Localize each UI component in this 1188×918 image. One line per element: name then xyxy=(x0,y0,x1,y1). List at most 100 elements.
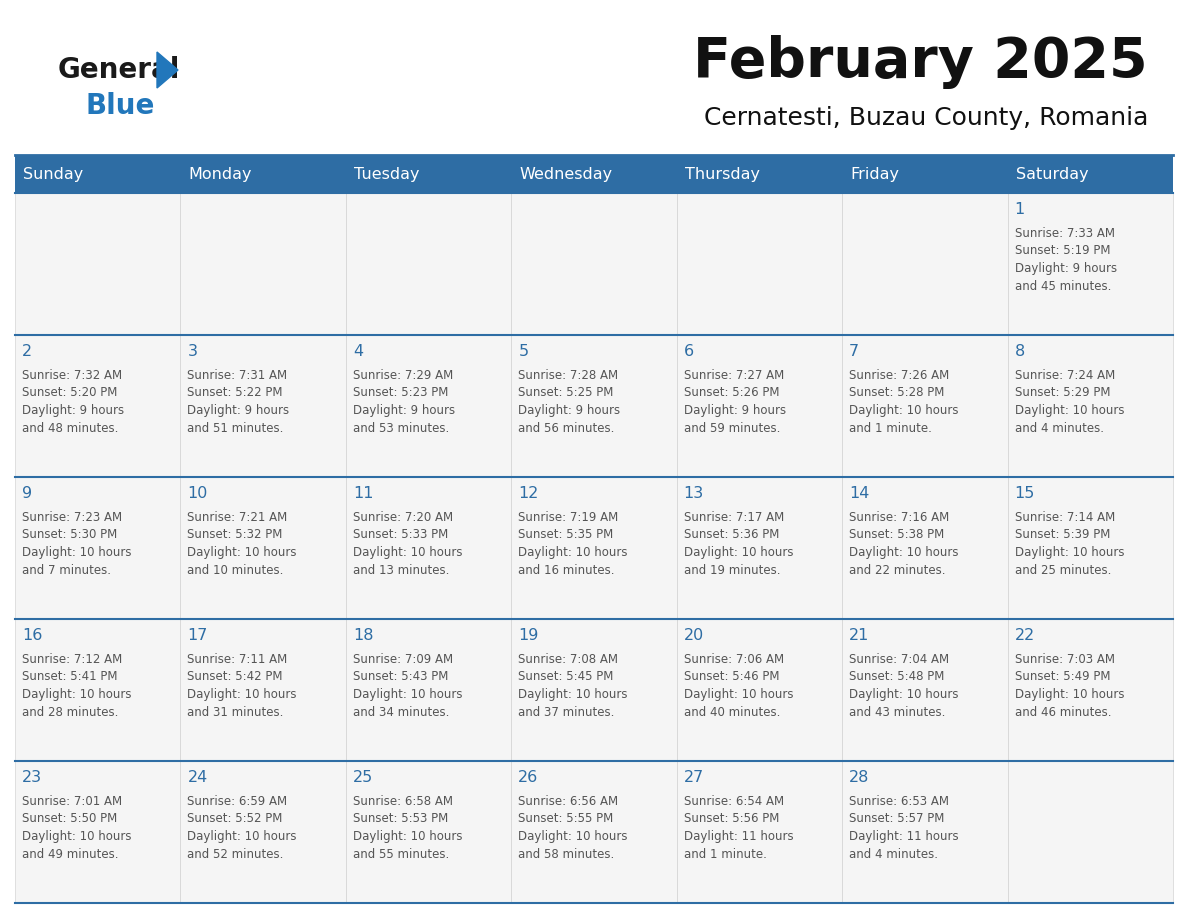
Bar xyxy=(1007,155,1173,193)
Text: 17: 17 xyxy=(188,628,208,643)
Bar xyxy=(1007,477,1173,619)
Text: 4: 4 xyxy=(353,343,364,359)
Text: 10: 10 xyxy=(188,486,208,500)
Text: 2: 2 xyxy=(23,343,32,359)
Bar xyxy=(1007,193,1173,335)
Text: Monday: Monday xyxy=(189,166,252,182)
Text: Sunrise: 7:08 AM
Sunset: 5:45 PM
Daylight: 10 hours
and 37 minutes.: Sunrise: 7:08 AM Sunset: 5:45 PM Dayligh… xyxy=(518,653,627,719)
Bar xyxy=(15,335,181,477)
Bar xyxy=(1007,761,1173,903)
Bar xyxy=(511,155,677,193)
Bar xyxy=(511,335,677,477)
Text: Sunrise: 7:27 AM
Sunset: 5:26 PM
Daylight: 9 hours
and 59 minutes.: Sunrise: 7:27 AM Sunset: 5:26 PM Dayligh… xyxy=(684,369,785,434)
Bar xyxy=(346,619,511,761)
Text: Sunrise: 7:06 AM
Sunset: 5:46 PM
Daylight: 10 hours
and 40 minutes.: Sunrise: 7:06 AM Sunset: 5:46 PM Dayligh… xyxy=(684,653,794,719)
Text: 3: 3 xyxy=(188,343,197,359)
Text: 13: 13 xyxy=(684,486,704,500)
Text: 23: 23 xyxy=(23,769,42,785)
Text: Sunrise: 7:33 AM
Sunset: 5:19 PM
Daylight: 9 hours
and 45 minutes.: Sunrise: 7:33 AM Sunset: 5:19 PM Dayligh… xyxy=(1015,227,1117,293)
Text: Sunrise: 7:24 AM
Sunset: 5:29 PM
Daylight: 10 hours
and 4 minutes.: Sunrise: 7:24 AM Sunset: 5:29 PM Dayligh… xyxy=(1015,369,1124,434)
Text: 11: 11 xyxy=(353,486,373,500)
Text: Sunrise: 7:26 AM
Sunset: 5:28 PM
Daylight: 10 hours
and 1 minute.: Sunrise: 7:26 AM Sunset: 5:28 PM Dayligh… xyxy=(849,369,959,434)
Text: Sunrise: 7:09 AM
Sunset: 5:43 PM
Daylight: 10 hours
and 34 minutes.: Sunrise: 7:09 AM Sunset: 5:43 PM Dayligh… xyxy=(353,653,462,719)
Text: 9: 9 xyxy=(23,486,32,500)
Text: 27: 27 xyxy=(684,769,704,785)
Text: Sunrise: 6:58 AM
Sunset: 5:53 PM
Daylight: 10 hours
and 55 minutes.: Sunrise: 6:58 AM Sunset: 5:53 PM Dayligh… xyxy=(353,795,462,860)
Bar xyxy=(15,193,181,335)
Bar xyxy=(677,761,842,903)
Bar xyxy=(346,477,511,619)
Text: Sunrise: 7:17 AM
Sunset: 5:36 PM
Daylight: 10 hours
and 19 minutes.: Sunrise: 7:17 AM Sunset: 5:36 PM Dayligh… xyxy=(684,511,794,577)
Text: Sunrise: 6:56 AM
Sunset: 5:55 PM
Daylight: 10 hours
and 58 minutes.: Sunrise: 6:56 AM Sunset: 5:55 PM Dayligh… xyxy=(518,795,627,860)
Text: Sunday: Sunday xyxy=(23,166,83,182)
Polygon shape xyxy=(157,52,178,88)
Bar xyxy=(1007,335,1173,477)
Bar xyxy=(181,619,346,761)
Bar xyxy=(677,477,842,619)
Text: 19: 19 xyxy=(518,628,538,643)
Text: Sunrise: 7:29 AM
Sunset: 5:23 PM
Daylight: 9 hours
and 53 minutes.: Sunrise: 7:29 AM Sunset: 5:23 PM Dayligh… xyxy=(353,369,455,434)
Bar xyxy=(15,155,181,193)
Text: 18: 18 xyxy=(353,628,373,643)
Text: Sunrise: 7:28 AM
Sunset: 5:25 PM
Daylight: 9 hours
and 56 minutes.: Sunrise: 7:28 AM Sunset: 5:25 PM Dayligh… xyxy=(518,369,620,434)
Text: 22: 22 xyxy=(1015,628,1035,643)
Text: Friday: Friday xyxy=(851,166,899,182)
Bar xyxy=(15,477,181,619)
Text: Saturday: Saturday xyxy=(1016,166,1088,182)
Text: 5: 5 xyxy=(518,343,529,359)
Bar xyxy=(15,619,181,761)
Bar xyxy=(677,619,842,761)
Text: Sunrise: 7:04 AM
Sunset: 5:48 PM
Daylight: 10 hours
and 43 minutes.: Sunrise: 7:04 AM Sunset: 5:48 PM Dayligh… xyxy=(849,653,959,719)
Text: Sunrise: 6:59 AM
Sunset: 5:52 PM
Daylight: 10 hours
and 52 minutes.: Sunrise: 6:59 AM Sunset: 5:52 PM Dayligh… xyxy=(188,795,297,860)
Bar xyxy=(677,335,842,477)
Text: 24: 24 xyxy=(188,769,208,785)
Text: 16: 16 xyxy=(23,628,43,643)
Text: 7: 7 xyxy=(849,343,859,359)
Bar xyxy=(511,761,677,903)
Text: Wednesday: Wednesday xyxy=(519,166,612,182)
Text: 20: 20 xyxy=(684,628,704,643)
Bar xyxy=(842,335,1007,477)
Text: 21: 21 xyxy=(849,628,870,643)
Text: 28: 28 xyxy=(849,769,870,785)
Text: Sunrise: 7:20 AM
Sunset: 5:33 PM
Daylight: 10 hours
and 13 minutes.: Sunrise: 7:20 AM Sunset: 5:33 PM Dayligh… xyxy=(353,511,462,577)
Bar xyxy=(677,155,842,193)
Bar xyxy=(1007,619,1173,761)
Bar xyxy=(181,193,346,335)
Text: Tuesday: Tuesday xyxy=(354,166,419,182)
Text: Sunrise: 6:54 AM
Sunset: 5:56 PM
Daylight: 11 hours
and 1 minute.: Sunrise: 6:54 AM Sunset: 5:56 PM Dayligh… xyxy=(684,795,794,860)
Text: February 2025: February 2025 xyxy=(694,35,1148,89)
Text: 8: 8 xyxy=(1015,343,1025,359)
Text: Sunrise: 7:31 AM
Sunset: 5:22 PM
Daylight: 9 hours
and 51 minutes.: Sunrise: 7:31 AM Sunset: 5:22 PM Dayligh… xyxy=(188,369,290,434)
Text: Blue: Blue xyxy=(86,92,156,120)
Text: 15: 15 xyxy=(1015,486,1035,500)
Bar xyxy=(677,193,842,335)
Text: Sunrise: 7:01 AM
Sunset: 5:50 PM
Daylight: 10 hours
and 49 minutes.: Sunrise: 7:01 AM Sunset: 5:50 PM Dayligh… xyxy=(23,795,132,860)
Bar xyxy=(511,619,677,761)
Text: Sunrise: 7:12 AM
Sunset: 5:41 PM
Daylight: 10 hours
and 28 minutes.: Sunrise: 7:12 AM Sunset: 5:41 PM Dayligh… xyxy=(23,653,132,719)
Bar xyxy=(15,761,181,903)
Text: Sunrise: 7:14 AM
Sunset: 5:39 PM
Daylight: 10 hours
and 25 minutes.: Sunrise: 7:14 AM Sunset: 5:39 PM Dayligh… xyxy=(1015,511,1124,577)
Bar xyxy=(842,193,1007,335)
Bar xyxy=(346,761,511,903)
Text: 12: 12 xyxy=(518,486,538,500)
Bar xyxy=(842,619,1007,761)
Bar xyxy=(346,155,511,193)
Bar xyxy=(842,155,1007,193)
Text: Thursday: Thursday xyxy=(684,166,759,182)
Bar xyxy=(346,193,511,335)
Bar xyxy=(181,477,346,619)
Text: 6: 6 xyxy=(684,343,694,359)
Bar xyxy=(511,477,677,619)
Text: Sunrise: 7:23 AM
Sunset: 5:30 PM
Daylight: 10 hours
and 7 minutes.: Sunrise: 7:23 AM Sunset: 5:30 PM Dayligh… xyxy=(23,511,132,577)
Bar xyxy=(511,193,677,335)
Text: Sunrise: 7:16 AM
Sunset: 5:38 PM
Daylight: 10 hours
and 22 minutes.: Sunrise: 7:16 AM Sunset: 5:38 PM Dayligh… xyxy=(849,511,959,577)
Bar xyxy=(346,335,511,477)
Text: Sunrise: 7:19 AM
Sunset: 5:35 PM
Daylight: 10 hours
and 16 minutes.: Sunrise: 7:19 AM Sunset: 5:35 PM Dayligh… xyxy=(518,511,627,577)
Text: Sunrise: 7:11 AM
Sunset: 5:42 PM
Daylight: 10 hours
and 31 minutes.: Sunrise: 7:11 AM Sunset: 5:42 PM Dayligh… xyxy=(188,653,297,719)
Text: 26: 26 xyxy=(518,769,538,785)
Text: General: General xyxy=(58,56,181,84)
Text: Sunrise: 7:03 AM
Sunset: 5:49 PM
Daylight: 10 hours
and 46 minutes.: Sunrise: 7:03 AM Sunset: 5:49 PM Dayligh… xyxy=(1015,653,1124,719)
Bar xyxy=(181,761,346,903)
Bar xyxy=(181,335,346,477)
